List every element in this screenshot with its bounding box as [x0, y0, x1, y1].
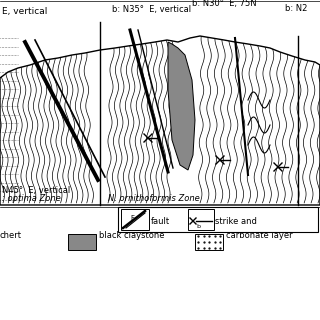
Polygon shape: [0, 36, 320, 205]
Text: E, vertical: E, vertical: [2, 7, 47, 16]
Bar: [195, 234, 223, 250]
Text: fault: fault: [151, 217, 170, 226]
Text: strike and: strike and: [215, 217, 257, 226]
Text: b: N35°  E, vertical: b: N35° E, vertical: [112, 5, 191, 14]
Bar: [121, 209, 149, 230]
Text: N. ornithoformis Zone: N. ornithoformis Zone: [108, 194, 200, 203]
Text: N45°  E, vertical: N45° E, vertical: [2, 186, 70, 195]
Text: b: N30°  E, 75N: b: N30° E, 75N: [192, 0, 257, 8]
Text: : optima Zone: : optima Zone: [2, 194, 61, 203]
Text: chert: chert: [0, 231, 22, 240]
Bar: [188, 209, 214, 230]
Text: b: b: [196, 224, 200, 229]
Text: F: F: [130, 215, 134, 221]
Text: b: N2: b: N2: [285, 4, 308, 13]
Bar: [118, 207, 318, 232]
Bar: [68, 234, 96, 250]
Text: black claystone: black claystone: [99, 231, 164, 240]
Text: carbonate layer: carbonate layer: [226, 231, 292, 240]
Polygon shape: [168, 42, 195, 170]
